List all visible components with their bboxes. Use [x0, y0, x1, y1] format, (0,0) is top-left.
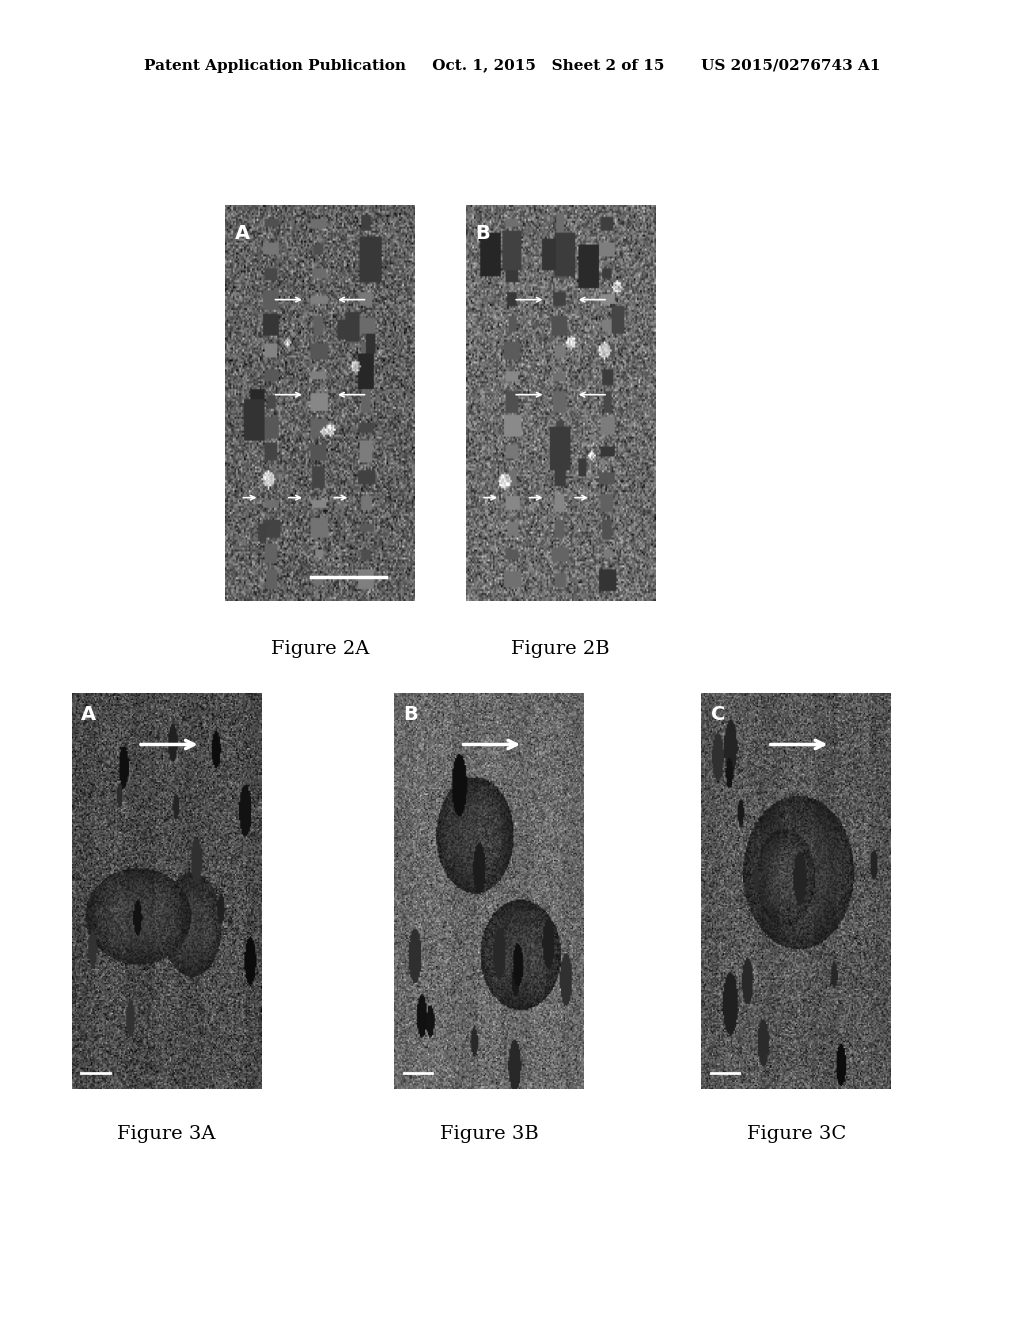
- Text: Figure 2A: Figure 2A: [270, 640, 370, 659]
- Text: Figure 3A: Figure 3A: [117, 1125, 216, 1143]
- Text: Figure 3B: Figure 3B: [439, 1125, 539, 1143]
- Text: A: A: [234, 224, 250, 243]
- Text: C: C: [711, 705, 725, 723]
- Text: B: B: [475, 224, 490, 243]
- Text: Figure 3C: Figure 3C: [746, 1125, 846, 1143]
- Text: A: A: [81, 705, 96, 723]
- Text: Patent Application Publication     Oct. 1, 2015   Sheet 2 of 15       US 2015/02: Patent Application Publication Oct. 1, 2…: [143, 59, 881, 74]
- Text: B: B: [403, 705, 419, 723]
- Text: Figure 2B: Figure 2B: [511, 640, 610, 659]
